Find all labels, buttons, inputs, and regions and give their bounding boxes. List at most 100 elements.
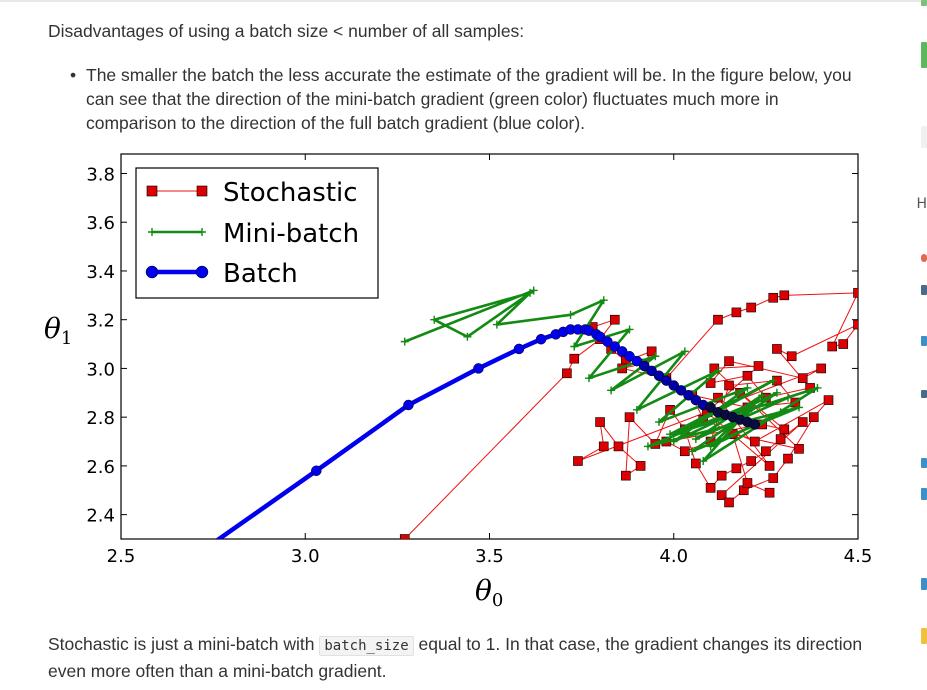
stochastic-point bbox=[768, 473, 779, 483]
batch-point bbox=[535, 333, 547, 345]
series-group bbox=[190, 286, 858, 561]
plot-area: 2.5 3.0 3.5 4.0 4.5 2.4 2.6 2.8 3.0 3.2 3.4 3.6 3.8 θ… bbox=[44, 153, 873, 611]
minibatch-point bbox=[677, 427, 686, 436]
sidebar-marker-blue-4[interactable] bbox=[921, 578, 927, 590]
stochastic-point bbox=[827, 341, 838, 352]
minibatch-point bbox=[713, 366, 722, 375]
stochastic-point bbox=[742, 478, 753, 488]
batch-point bbox=[513, 343, 525, 355]
stochastic-point bbox=[609, 314, 620, 325]
stochastic-point bbox=[775, 434, 786, 444]
minibatch-point bbox=[758, 391, 767, 400]
gradient-descent-chart: 2.5 3.0 3.5 4.0 4.5 2.4 2.6 2.8 3.0 3.2 3.4 3.6 3.8 θ… bbox=[44, 153, 873, 611]
minibatch-point bbox=[625, 325, 634, 334]
legend-label-mini-batch: Mini-batch bbox=[223, 219, 359, 249]
bullet-list: The smaller the batch the less accurate … bbox=[64, 63, 872, 135]
minibatch-point bbox=[699, 457, 708, 466]
stochastic-point bbox=[569, 353, 580, 364]
stochastic-point bbox=[680, 446, 690, 457]
stochastic-point bbox=[764, 487, 775, 498]
sidebar-marker-dark[interactable] bbox=[921, 390, 927, 398]
y-tick-label: 3.8 bbox=[86, 164, 115, 185]
stochastic-point bbox=[750, 436, 760, 447]
minibatch-point bbox=[680, 347, 689, 356]
legend-marker-plus bbox=[198, 228, 206, 236]
batch-point bbox=[594, 331, 606, 343]
x-axis-label: θ0 bbox=[475, 574, 503, 611]
sidebar-glyph-h-icon[interactable]: H bbox=[916, 196, 927, 212]
stochastic-point bbox=[562, 368, 572, 379]
stochastic-point bbox=[786, 351, 797, 362]
top-border bbox=[0, 0, 927, 2]
batch-point bbox=[403, 399, 414, 411]
stochastic-point bbox=[779, 424, 790, 435]
minibatch-point bbox=[750, 398, 759, 407]
minibatch-point bbox=[566, 310, 575, 319]
legend-marker-plus bbox=[148, 228, 156, 236]
stochastic-point bbox=[573, 456, 583, 466]
batch-point bbox=[668, 380, 679, 391]
minibatch-point bbox=[463, 332, 472, 341]
batch-point bbox=[190, 551, 200, 561]
legend-label-batch: Batch bbox=[223, 259, 298, 289]
x-tick-label: 4.5 bbox=[844, 546, 873, 567]
batch-point bbox=[473, 363, 484, 374]
minibatch-point bbox=[776, 408, 785, 417]
minibatch-point bbox=[492, 320, 501, 329]
sidebar-dot-red-icon[interactable] bbox=[921, 254, 927, 262]
batch-point bbox=[609, 341, 621, 352]
stochastic-point bbox=[621, 470, 631, 481]
minibatch-point bbox=[666, 430, 675, 439]
sidebar-marker-green-top[interactable] bbox=[921, 0, 927, 6]
batch-point bbox=[311, 465, 322, 477]
x-tick-label: 2.5 bbox=[107, 546, 136, 567]
sidebar-marker-grey[interactable] bbox=[921, 126, 927, 148]
x-tick-label: 4.0 bbox=[659, 546, 688, 567]
stochastic-point bbox=[713, 314, 723, 325]
stochastic-point bbox=[705, 483, 716, 493]
minibatch-point bbox=[607, 386, 616, 395]
batch-point bbox=[675, 385, 687, 396]
stochastic-point bbox=[724, 380, 734, 391]
sidebar-marker-blue-3[interactable] bbox=[921, 488, 927, 500]
stochastic-point bbox=[808, 412, 819, 422]
legend-marker-circle bbox=[195, 265, 209, 279]
stochastic-point bbox=[716, 490, 727, 500]
stochastic-point bbox=[731, 463, 742, 474]
sidebar-marker-green[interactable] bbox=[921, 42, 927, 68]
sidebar-marker-blue-2[interactable] bbox=[921, 458, 927, 468]
footer-paragraph: Stochastic is just a mini-batch with bat… bbox=[48, 632, 878, 684]
batch-point bbox=[683, 389, 694, 401]
legend-marker-square bbox=[146, 185, 158, 197]
batch-point bbox=[653, 370, 665, 381]
stochastic-point bbox=[764, 461, 775, 471]
stochastic-point bbox=[742, 370, 753, 381]
y-tick-label: 3.0 bbox=[86, 359, 115, 380]
minibatch-point bbox=[570, 342, 579, 351]
batch-point bbox=[690, 394, 702, 406]
legend-label-stochastic: Stochastic bbox=[223, 178, 358, 208]
minibatch-point bbox=[783, 393, 792, 402]
sidebar-marker-yellow[interactable] bbox=[921, 628, 927, 644]
stochastic-point bbox=[746, 456, 756, 466]
legend-marker-square bbox=[196, 185, 208, 197]
sidebar-arrow-icon[interactable] bbox=[921, 285, 927, 295]
minibatch-point bbox=[632, 405, 641, 414]
x-tick-label: 3.0 bbox=[291, 546, 320, 567]
stochastic-point bbox=[724, 497, 734, 508]
batch-point bbox=[705, 402, 716, 413]
minibatch-point bbox=[651, 352, 660, 361]
y-axis-label: θ1 bbox=[44, 312, 72, 349]
y-tick-label: 3.2 bbox=[86, 311, 115, 332]
stochastic-point bbox=[797, 373, 808, 383]
minibatch-point bbox=[584, 374, 593, 383]
minibatch-point bbox=[813, 383, 822, 392]
batch-point bbox=[749, 419, 761, 430]
right-sidebar-strip: H bbox=[909, 0, 927, 690]
y-tick-label: 2.6 bbox=[86, 457, 115, 478]
minibatch-point bbox=[599, 296, 608, 305]
stochastic-point bbox=[399, 534, 410, 539]
stochastic-point bbox=[794, 444, 804, 454]
sidebar-marker-blue[interactable] bbox=[921, 336, 927, 346]
bullet-item: The smaller the batch the less accurate … bbox=[64, 63, 872, 135]
